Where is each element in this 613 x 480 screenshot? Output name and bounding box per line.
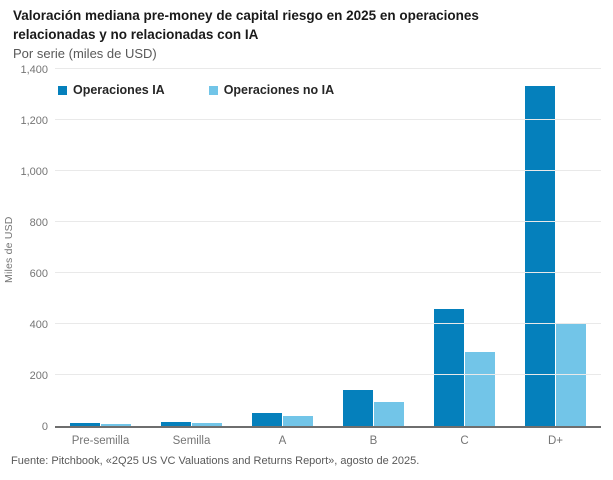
bar-group: [55, 71, 146, 426]
legend-item: Operaciones no IA: [208, 83, 335, 97]
y-axis-tick-labels: 0 200 400 600 800 1,000 1,200 1,400: [0, 64, 48, 433]
legend: Operaciones IA Operaciones no IA: [58, 83, 334, 97]
bar-group: [419, 71, 510, 426]
chart-title: Valoración mediana pre-money de capital …: [13, 8, 479, 43]
bar-group: [510, 71, 601, 426]
bar-operaciones-no-ia: [465, 352, 495, 426]
bar-operaciones-no-ia: [101, 423, 131, 426]
gridline: [55, 272, 601, 273]
gridline: [55, 323, 601, 324]
x-tick-label: A: [278, 435, 287, 447]
legend-swatch: [208, 85, 218, 95]
bar-operaciones-ia: [70, 423, 100, 426]
source-note: Fuente: Pitchbook, «2Q25 US VC Valuation…: [11, 455, 420, 467]
gridline: [55, 221, 601, 222]
y-tick-label: 0: [41, 421, 48, 433]
bar-operaciones-ia: [343, 390, 373, 426]
legend-item: Operaciones IA: [58, 83, 165, 97]
y-tick-label: 800: [29, 217, 48, 229]
gridline: [55, 374, 601, 375]
bar-groups: [55, 71, 601, 426]
legend-swatch: [58, 85, 67, 95]
bar-chart: Miles de USD 0 200 400 600 800 1,000 1,200 1,40…: [0, 64, 613, 451]
legend-label: Operaciones no IA: [223, 83, 335, 97]
bar-group: [328, 71, 419, 426]
y-tick-label: 400: [29, 319, 48, 331]
gridline: [55, 119, 601, 120]
bar-group: [237, 71, 328, 426]
x-axis-tick-labels: Pre-semilla Semilla A B C D+: [55, 435, 601, 447]
bar-operaciones-no-ia: [374, 401, 404, 426]
gridline: [55, 170, 601, 171]
y-tick-label: 1,000: [20, 166, 48, 178]
chart-subtitle: Por serie (miles de USD): [13, 46, 157, 61]
x-tick-label: B: [369, 435, 378, 447]
bar-operaciones-ia: [434, 308, 464, 426]
y-tick-label: 1,400: [20, 64, 48, 76]
bar-operaciones-ia: [161, 421, 191, 426]
legend-label: Operaciones IA: [73, 83, 165, 97]
gridline: [55, 68, 601, 69]
bar-operaciones-ia: [525, 85, 555, 426]
y-tick-label: 200: [29, 370, 48, 382]
x-tick-label: C: [460, 435, 469, 447]
x-tick-label: D+: [547, 435, 564, 447]
x-tick-label: Pre-semilla: [71, 435, 130, 447]
bar-operaciones-ia: [252, 412, 282, 426]
plot-area: Operaciones IA Operaciones no IA: [55, 68, 601, 428]
x-tick-label: Semilla: [172, 435, 211, 447]
y-tick-label: 1,200: [20, 115, 48, 127]
bar-group: [146, 71, 237, 426]
bar-operaciones-no-ia: [556, 324, 586, 426]
bar-operaciones-no-ia: [192, 422, 222, 426]
bar-operaciones-no-ia: [283, 416, 313, 426]
y-tick-label: 600: [29, 268, 48, 280]
